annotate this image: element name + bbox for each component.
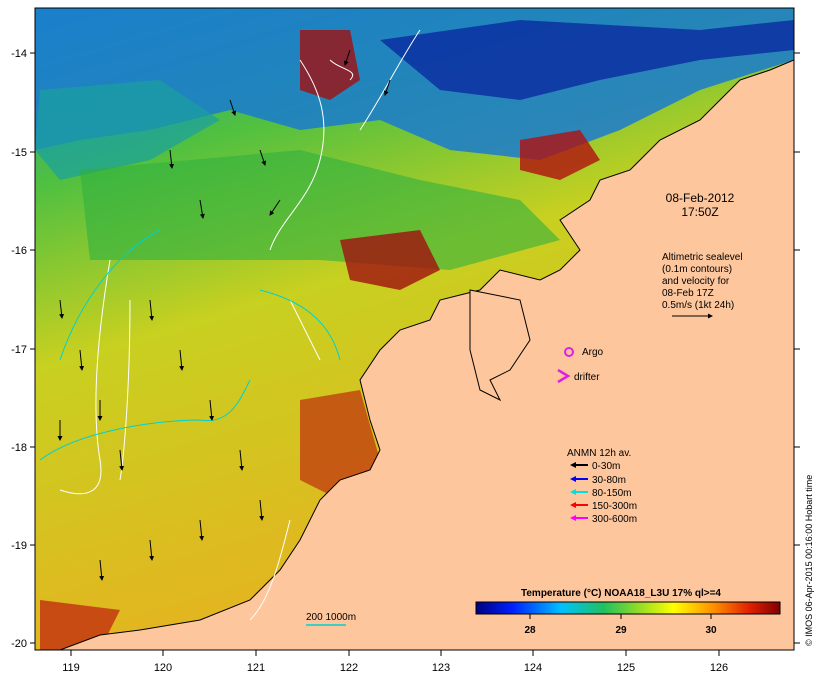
x-axis (70, 650, 720, 656)
colorbar: Temperature (°C) NOAA18_L3U 17% ql>=4 28… (475, 588, 781, 636)
x-tick-label: 122 (340, 662, 358, 674)
y-tick-label: -15 (11, 147, 27, 159)
x-tick-label: 126 (710, 662, 728, 674)
y-axis (30, 52, 800, 644)
y-tick-label: -20 (11, 638, 27, 650)
warm-water-patch (340, 230, 440, 290)
altimetry-note: and velocity for (662, 276, 730, 287)
time-label: 17:50Z (681, 205, 718, 219)
anmn-legend-item: 80-150m (592, 488, 631, 499)
x-tick-label: 125 (617, 662, 635, 674)
cool-water-patch (380, 20, 794, 100)
x-tick-label: 124 (524, 662, 542, 674)
credit-text: © IMOS 06-Apr-2015 00:16:00 Hobart time (804, 475, 814, 646)
warm-water-patch (520, 130, 600, 180)
argo-label: Argo (582, 347, 604, 358)
drifter-marker-icon (557, 368, 571, 384)
date-label: 08-Feb-2012 (666, 191, 735, 205)
y-tick-label: -16 (11, 245, 27, 257)
cool-water-patch (35, 80, 220, 180)
mid-water-patch (80, 150, 560, 270)
anmn-legend-item: 0-30m (592, 461, 620, 472)
velocity-vectors (57, 49, 391, 581)
warm-water-patch (300, 30, 360, 100)
colorbar-gradient (475, 601, 781, 615)
map-canvas (35, 8, 794, 650)
anmn-arrowhead-icon (570, 489, 576, 495)
y-tick-label: -18 (11, 442, 27, 454)
drifter-label: drifter (574, 372, 600, 383)
anmn-arrowhead-icon (570, 502, 576, 508)
anmn-legend-item: 300-600m (592, 514, 637, 525)
altimetry-note: Altimetric sealevel (662, 252, 743, 263)
y-tick-label: -17 (11, 344, 27, 356)
colorbar-tick-label: 30 (705, 625, 717, 636)
island (469, 289, 531, 402)
x-tick-label: 123 (432, 662, 450, 674)
argo-marker-icon (564, 347, 574, 357)
anmn-arrowhead-icon (570, 515, 576, 521)
velocity-scale-label: 0.5m/s (1kt 24h) (662, 300, 734, 311)
altimetry-note: 08-Feb 17Z (662, 288, 714, 299)
anmn-legend-title: ANMN 12h av. (567, 448, 631, 459)
anmn-legend: ANMN 12h av. 0-30m 30-80m 80-150m 150-30… (567, 448, 637, 525)
land (59, 59, 794, 650)
colorbar-title: Temperature (°C) NOAA18_L3U 17% ql>=4 (521, 588, 721, 599)
altimetry-note: (0.1m contours) (662, 264, 732, 275)
anmn-arrowhead-icon (570, 476, 576, 482)
plot-frame (34, 7, 795, 651)
x-tick-label: 120 (154, 662, 172, 674)
colorbar-tick-label: 28 (524, 625, 536, 636)
anmn-legend-item: 30-80m (592, 475, 626, 486)
anmn-arrowhead-icon (570, 462, 576, 468)
y-tick-label: -19 (11, 540, 27, 552)
bathymetry-contours (39, 229, 341, 461)
warm-water-patch (300, 390, 380, 500)
x-tick-label: 119 (62, 662, 80, 674)
y-tick-label: -14 (11, 48, 27, 60)
bathymetry-legend-label: 200 1000m (306, 612, 356, 623)
colorbar-tick-label: 29 (615, 625, 627, 636)
anmn-legend-item: 150-300m (592, 501, 637, 512)
x-tick-label: 121 (247, 662, 265, 674)
